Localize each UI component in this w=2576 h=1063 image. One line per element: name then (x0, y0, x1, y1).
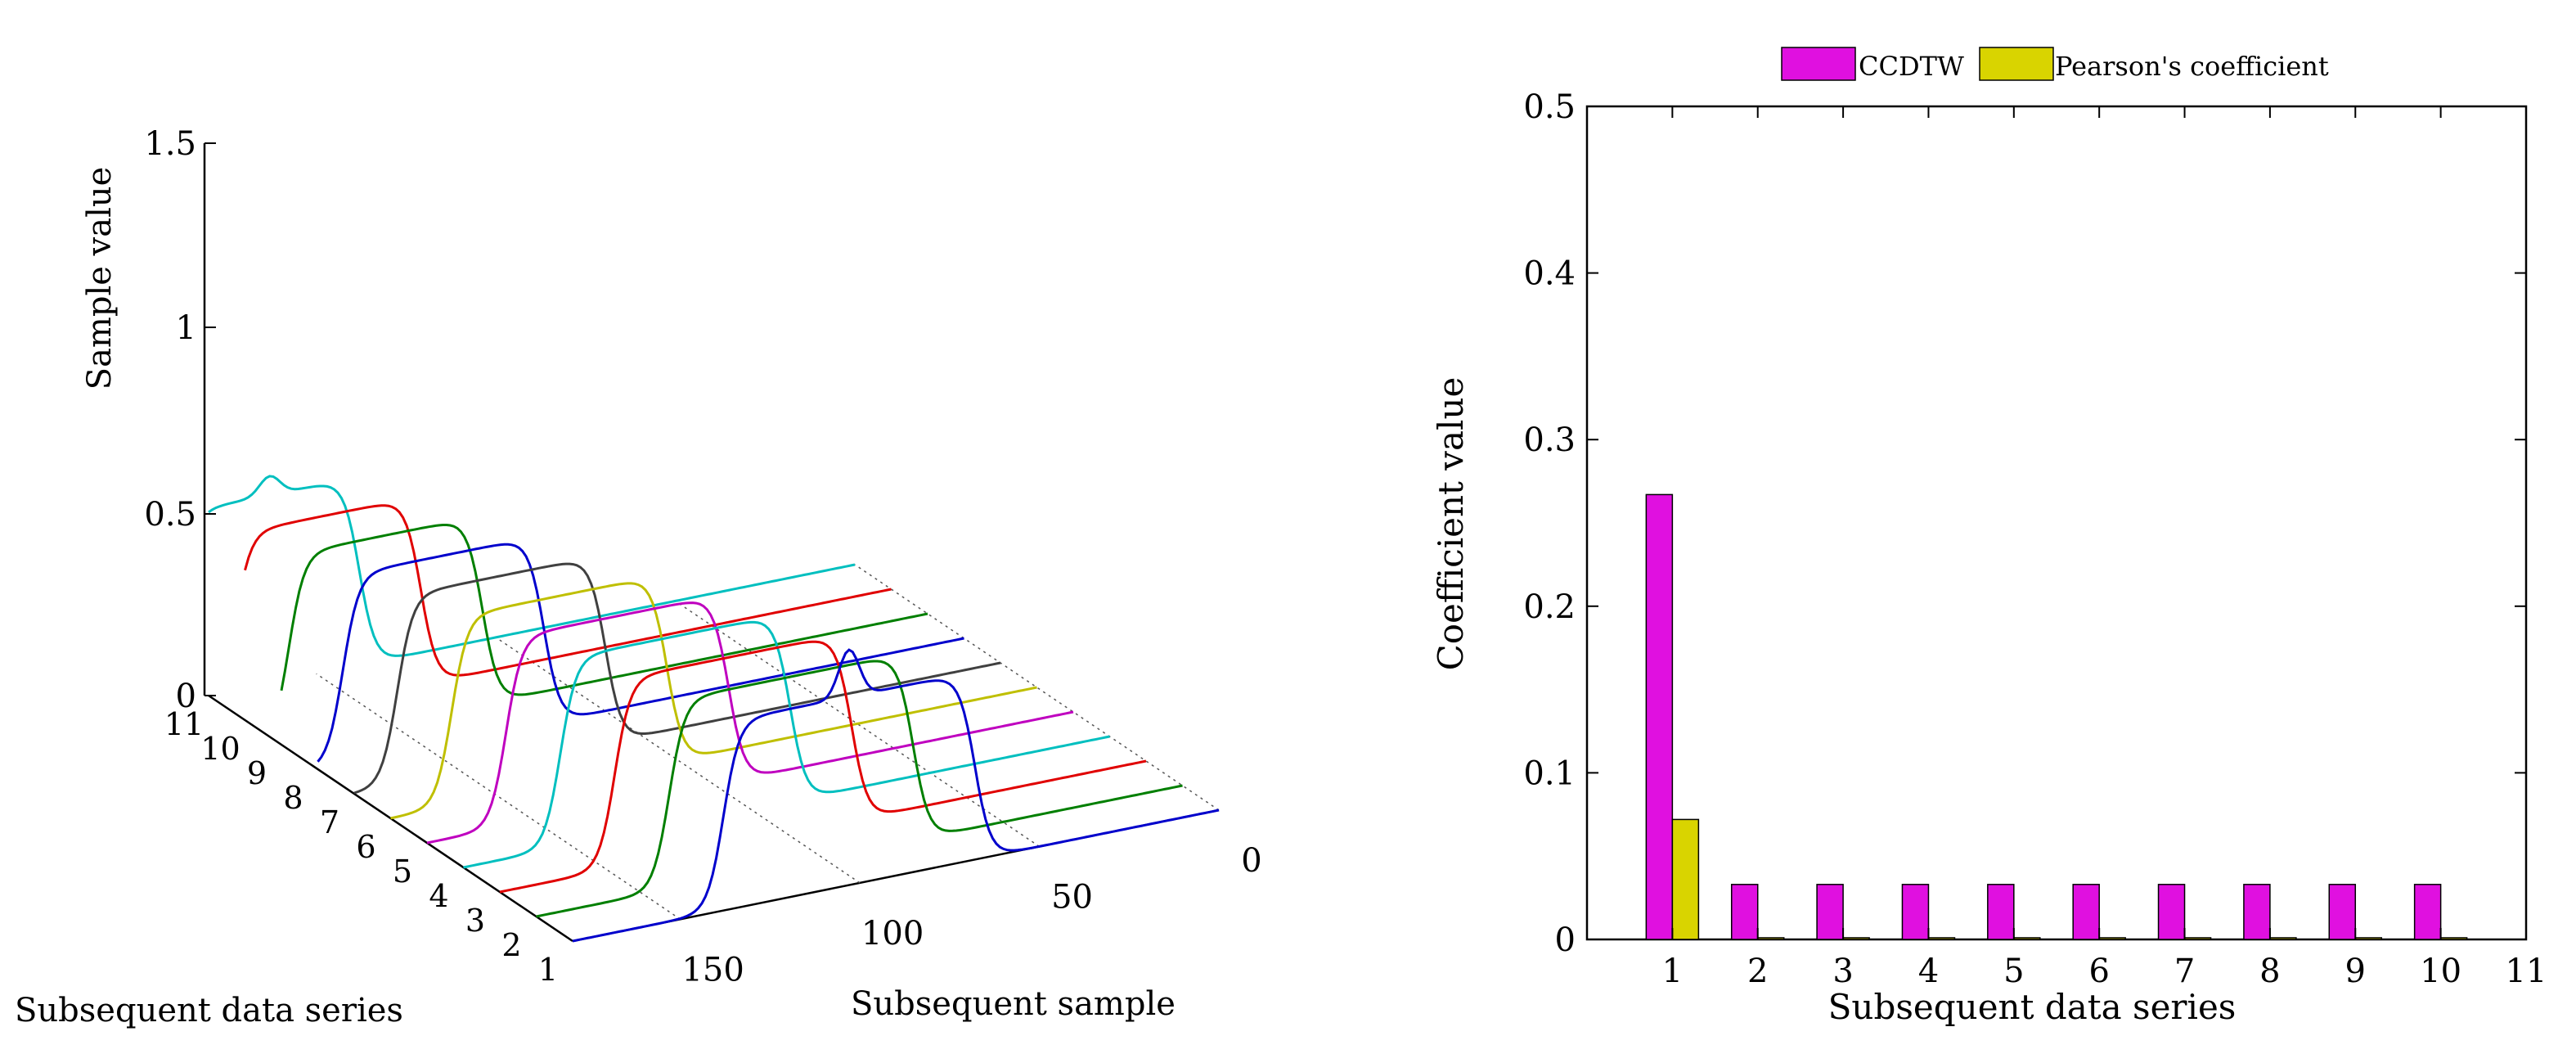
bar-pearson-7 (2183, 937, 2212, 940)
bar-ccdtw-9 (2328, 884, 2357, 940)
y-tick-label: 0.2 (1523, 588, 1576, 626)
x-tick-label: 0 (1241, 842, 1261, 880)
bar-chart: 0 0.1 0.2 0.3 0.4 0.5 1 2 3 4 5 6 7 8 9 10 11 CCDTW Pear… (1431, 47, 2547, 1027)
x-tick-label: 5 (2003, 953, 2024, 990)
bar-y-label: Coefficient value (1431, 377, 1471, 671)
floor-grid-line (316, 673, 681, 920)
bar-pearson-8 (2269, 937, 2297, 940)
x-tick-label: 100 (861, 915, 924, 953)
x-tick-label: 3 (1832, 953, 1853, 990)
bar-ccdtw-2 (1730, 884, 1759, 940)
legend-label-ccdtw: CCDTW (1859, 51, 1964, 82)
bar-chart-ticks: 0 0.1 0.2 0.3 0.4 0.5 1 2 3 4 5 6 7 8 9 10 11 (1523, 88, 2547, 990)
bar-chart-axes (1585, 105, 2528, 941)
y-tick-label: 0.5 (1523, 88, 1576, 126)
waterfall-x-label: Subsequent sample (851, 985, 1176, 1023)
x-tick-label: 150 (681, 951, 744, 989)
bar-pearson-6 (2098, 937, 2126, 940)
z-tick-label: 1 (176, 309, 196, 347)
y-tick-label: 3 (465, 903, 485, 939)
bar-chart-legend: CCDTW Pearson's coefficient (1781, 47, 2329, 82)
bar-ccdtw-7 (2157, 884, 2186, 940)
bar-pearson-10 (2439, 937, 2468, 940)
series-line-7 (353, 562, 1001, 795)
bar-pearson-9 (2354, 937, 2383, 940)
x-tick-label: 10 (2420, 953, 2461, 990)
y-tick-label: 6 (356, 829, 375, 865)
series-line-3 (499, 640, 1147, 894)
series-line-9 (280, 524, 928, 696)
legend-label-pearson: Pearson's coefficient (2055, 51, 2329, 82)
legend-swatch-pearson (1979, 47, 2054, 81)
x-tick-label: 50 (1051, 878, 1093, 916)
y-tick-label: 0.4 (1523, 255, 1576, 293)
x-tick-label: 4 (1918, 953, 1939, 990)
y-tick-label: 10 (200, 731, 240, 767)
plot-frame (1585, 105, 2528, 941)
y-tick-label: 7 (320, 804, 339, 840)
bar-ccdtw-5 (1987, 884, 2015, 940)
floor-grid-line (675, 600, 1040, 848)
floor-grid-line (495, 637, 861, 884)
y-tick-label: 1 (538, 952, 558, 988)
bar-chart-bars (1645, 493, 2468, 940)
series-line-10 (244, 504, 892, 677)
x-tick-label: 1 (1662, 953, 1683, 990)
y-tick-label: 2 (501, 927, 521, 963)
waterfall-y-label: Subsequent data series (15, 992, 403, 1029)
bar-ccdtw-10 (2413, 884, 2442, 940)
bar-ccdtw-3 (1816, 884, 1844, 940)
waterfall-z-label: Sample value (81, 167, 119, 390)
bar-ccdtw-6 (2072, 884, 2100, 940)
z-tick-label: 0 (176, 678, 196, 715)
x-tick-label: 2 (1747, 953, 1768, 990)
y-tick-label: 11 (164, 706, 204, 742)
y-tick-label: 9 (247, 755, 267, 791)
bar-pearson-1 (1671, 818, 1700, 940)
y-tick-label: 0.3 (1523, 421, 1576, 459)
floor-grid-line (854, 564, 1220, 811)
legend-swatch-ccdtw (1781, 47, 1856, 81)
series-line-2 (536, 660, 1183, 918)
bar-pearson-3 (1842, 937, 1870, 940)
bar-pearson-4 (1927, 937, 1956, 940)
x-tick-label: 9 (2345, 953, 2366, 990)
y-tick-label: 4 (429, 878, 448, 914)
x-tick-label: 11 (2506, 953, 2547, 990)
x-tick-label: 6 (2088, 953, 2109, 990)
bar-pearson-5 (2013, 937, 2041, 940)
bar-x-label: Subsequent data series (1828, 987, 2237, 1027)
y-tick-label: 8 (283, 780, 303, 816)
y-tick-label: 0.1 (1523, 754, 1576, 792)
bar-ccdtw-1 (1645, 493, 1674, 940)
series-line-1 (572, 648, 1220, 943)
waterfall-series (208, 475, 1220, 943)
series-line-4 (463, 620, 1110, 869)
series-line-6 (390, 582, 1037, 820)
z-tick-label: 0.5 (144, 496, 196, 534)
z-tick-label: 1.5 (144, 125, 196, 163)
series-line-11 (208, 475, 856, 657)
bar-ccdtw-8 (2243, 884, 2271, 940)
y-tick-label: 0 (1555, 921, 1576, 959)
bar-pearson-2 (1756, 937, 1785, 940)
x-tick-label: 7 (2174, 953, 2195, 990)
series-line-5 (426, 601, 1074, 845)
x-tick-label: 8 (2259, 953, 2280, 990)
y-axis-line (208, 694, 573, 943)
y-tick-label: 5 (393, 854, 412, 890)
bar-ccdtw-4 (1901, 884, 1930, 940)
